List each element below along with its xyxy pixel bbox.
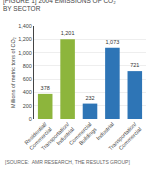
svg-text:1,400: 1,400: [18, 23, 32, 29]
svg-text:[SOURCE: AMR RESEARCH, THE RE: [SOURCE: AMR RESEARCH, THE RESULTS GROUP…: [5, 159, 130, 165]
svg-text:[FIGURE 1] 2004 EMISSIONS OF C: [FIGURE 1] 2004 EMISSIONS OF CO₂BY SECTO…: [3, 0, 116, 12]
svg-text:232: 232: [85, 95, 94, 101]
svg-text:800: 800: [23, 63, 32, 69]
svg-text:CommercialBuildings: CommercialBuildings: [68, 121, 98, 151]
svg-text:721: 721: [130, 62, 139, 68]
svg-text:Industrial: Industrial: [95, 121, 115, 141]
svg-text:1,201: 1,201: [61, 30, 75, 36]
svg-text:600: 600: [23, 76, 32, 82]
svg-text:400: 400: [23, 89, 32, 95]
svg-text:Millions of metric tons of CO₂: Millions of metric tons of CO₂: [10, 37, 16, 108]
svg-text:Transportation/Commercial: Transportation/Commercial: [107, 121, 143, 157]
svg-text:Transportation/Industrial: Transportation/Industrial: [40, 121, 76, 157]
svg-text:1,000: 1,000: [18, 49, 32, 55]
svg-text:1,200: 1,200: [18, 36, 32, 42]
svg-text:200: 200: [23, 103, 32, 109]
svg-text:378: 378: [41, 85, 50, 91]
svg-text:0: 0: [29, 116, 32, 122]
svg-text:Residential/Commercial: Residential/Commercial: [23, 121, 53, 151]
svg-text:1,073: 1,073: [106, 39, 120, 45]
